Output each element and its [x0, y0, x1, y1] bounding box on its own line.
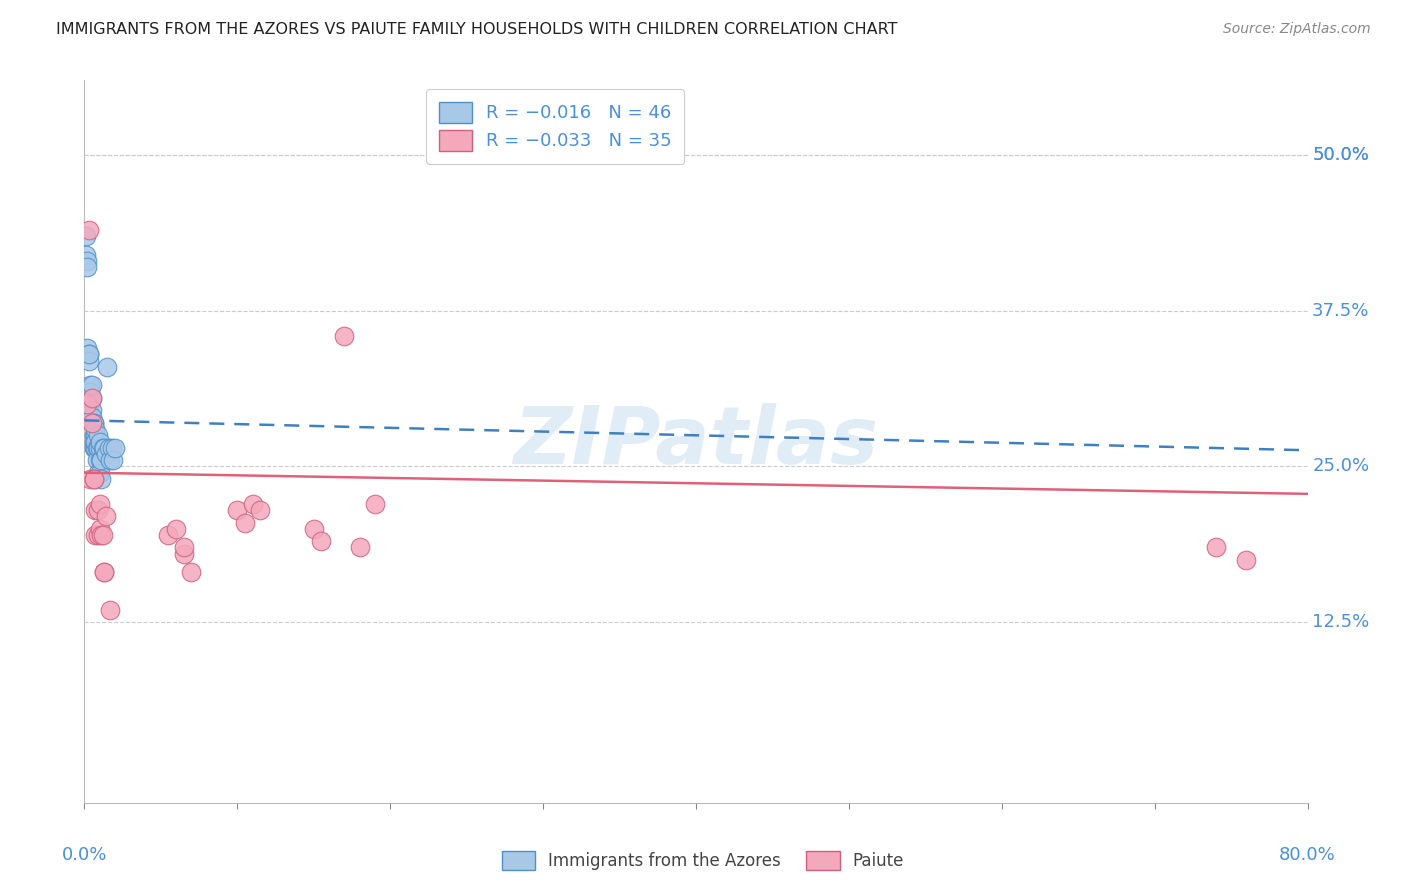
Point [80, 378, 103, 392]
Point [79, 378, 101, 392]
Text: 25.0%: 25.0% [1312, 458, 1369, 475]
Text: 50.0%: 50.0% [1312, 146, 1369, 164]
Point [83, 441, 105, 455]
Point [93, 441, 115, 455]
Text: 80.0%: 80.0% [1279, 847, 1336, 864]
Point [77, 353, 100, 368]
Point [76, 260, 98, 274]
Point [80, 416, 103, 430]
Point [311, 534, 333, 549]
Text: 37.5%: 37.5% [1312, 301, 1369, 319]
Point [333, 328, 356, 343]
Point [87, 503, 110, 517]
Text: IMMIGRANTS FROM THE AZORES VS PAIUTE FAMILY HOUSEHOLDS WITH CHILDREN CORRELATION: IMMIGRANTS FROM THE AZORES VS PAIUTE FAM… [56, 22, 898, 37]
Point [83, 472, 105, 486]
Point [89, 441, 111, 455]
Point [75, 229, 97, 244]
Point [1205, 541, 1227, 555]
Text: ZIPatlas: ZIPatlas [513, 402, 879, 481]
Point [249, 503, 271, 517]
Point [84, 428, 107, 442]
Point [87, 428, 110, 442]
Point [89, 434, 111, 449]
Point [173, 547, 195, 561]
Legend: R = −0.016   N = 46, R = −0.033   N = 35: R = −0.016 N = 46, R = −0.033 N = 35 [426, 89, 685, 163]
Point [89, 453, 111, 467]
Point [83, 416, 105, 430]
Point [91, 441, 114, 455]
Point [76, 253, 98, 268]
Point [76, 341, 98, 355]
Point [84, 441, 107, 455]
Point [84, 434, 107, 449]
Point [87, 466, 110, 480]
Point [103, 453, 125, 467]
Text: 50.0%: 50.0% [1312, 146, 1369, 164]
Point [91, 528, 114, 542]
Point [79, 397, 101, 411]
Point [165, 522, 187, 536]
Point [79, 384, 101, 399]
Point [1236, 553, 1258, 567]
Point [90, 472, 112, 486]
Point [83, 472, 105, 486]
Point [94, 509, 117, 524]
Point [83, 434, 105, 449]
Point [104, 441, 127, 455]
Point [98, 603, 121, 617]
Point [79, 472, 101, 486]
Point [87, 528, 110, 542]
Point [173, 541, 195, 555]
Point [80, 391, 103, 405]
Point [233, 516, 256, 530]
Point [77, 223, 100, 237]
Point [180, 566, 202, 580]
Point [75, 248, 97, 262]
Point [79, 391, 101, 405]
Point [84, 503, 107, 517]
Point [93, 566, 115, 580]
Point [80, 409, 103, 424]
Point [94, 447, 117, 461]
Point [84, 528, 107, 542]
Point [97, 441, 120, 455]
Point [364, 497, 387, 511]
Point [77, 347, 100, 361]
Point [86, 453, 108, 467]
Legend: Immigrants from the Azores, Paiute: Immigrants from the Azores, Paiute [495, 844, 911, 877]
Point [349, 541, 371, 555]
Point [76, 397, 98, 411]
Point [86, 441, 108, 455]
Point [83, 416, 105, 430]
Point [89, 497, 111, 511]
Point [242, 497, 264, 511]
Point [89, 522, 111, 536]
Point [98, 453, 121, 467]
Point [83, 428, 105, 442]
Point [93, 566, 115, 580]
Text: Source: ZipAtlas.com: Source: ZipAtlas.com [1223, 22, 1371, 37]
Point [226, 503, 249, 517]
Point [84, 422, 107, 436]
Point [96, 359, 118, 374]
Point [80, 403, 103, 417]
Point [302, 522, 325, 536]
Point [101, 441, 124, 455]
Point [77, 347, 100, 361]
Point [87, 441, 110, 455]
Point [90, 528, 112, 542]
Text: 0.0%: 0.0% [62, 847, 107, 864]
Point [157, 528, 180, 542]
Text: 12.5%: 12.5% [1312, 613, 1369, 632]
Point [90, 453, 112, 467]
Point [84, 441, 107, 455]
Point [80, 391, 103, 405]
Point [89, 466, 111, 480]
